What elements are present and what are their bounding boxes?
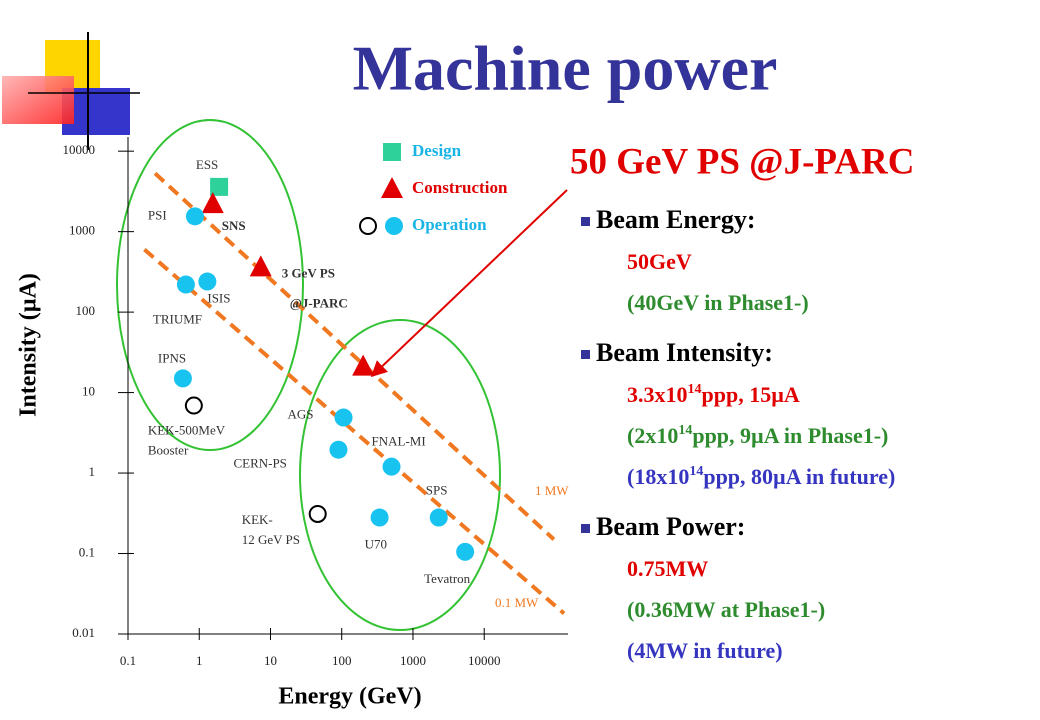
legend-marker [385, 217, 403, 235]
point [185, 207, 204, 226]
point-label: SNS [222, 218, 246, 233]
x-tick-label: 1000 [400, 653, 426, 668]
section-title: Beam Power: [596, 512, 745, 541]
text-part: 14 [678, 423, 692, 438]
point [352, 354, 375, 376]
panel-line: 3.3x1014ppp, 15µA [627, 382, 800, 407]
point [308, 504, 327, 523]
text-part: ppp, 9µA in Phase1-) [692, 423, 888, 448]
text-part: 14 [689, 464, 703, 479]
y-tick-label: 1 [89, 464, 96, 479]
point [429, 508, 448, 527]
point [210, 177, 229, 196]
point-label: SPS [426, 483, 448, 498]
group-ellipse [299, 319, 501, 631]
y-tick-label: 10 [82, 384, 95, 399]
point [201, 192, 224, 214]
point-label: 3 GeV PS [282, 265, 335, 280]
point [329, 440, 348, 459]
y-tick-label: 10000 [63, 142, 96, 157]
text-part: (18x10 [627, 464, 689, 489]
text-part: (0.36MW at Phase1-) [627, 597, 825, 622]
power-line [153, 171, 556, 541]
point-label: U70 [365, 537, 387, 552]
bullet [581, 524, 590, 533]
legend-marker [383, 143, 401, 161]
text-part: ppp, 80µA in future) [703, 464, 895, 489]
point-label: Booster [148, 443, 189, 458]
point-label: IPNS [158, 350, 186, 365]
panel-line: 50GeV [627, 249, 692, 274]
point-label: KEK-500MeV [148, 423, 226, 438]
section-title: Beam Intensity: [596, 338, 773, 367]
y-tick-label: 1000 [69, 223, 95, 238]
point-label: TRIUMF [153, 312, 202, 327]
x-tick-label: 10000 [468, 653, 501, 668]
x-tick-label: 100 [332, 653, 352, 668]
y-axis-label: Intensity (µA) [16, 273, 42, 417]
chart: Energy (GeV) Intensity (µA) 0.010.111010… [16, 119, 569, 710]
panel-line: (40GeV in Phase1-) [627, 290, 809, 315]
legend-marker [381, 177, 403, 198]
text-part: 0.75MW [627, 556, 708, 581]
panel-line: (18x1014ppp, 80µA in future) [627, 464, 895, 489]
legend-label: Construction [412, 178, 508, 197]
slide-title: Machine power [353, 33, 778, 104]
point [382, 457, 401, 476]
point-label: Tevatron [424, 571, 471, 586]
point-label: PSI [148, 207, 167, 222]
point-label: KEK- [242, 512, 273, 527]
text-part: (4MW in future) [627, 638, 783, 663]
legend-label: Design [412, 141, 462, 160]
text-panel: 50 GeV PS @J-PARC Beam Energy: 50GeV (40GeV… [570, 141, 914, 663]
y-tick-label: 0.1 [79, 545, 95, 560]
text-part: (40GeV in Phase1-) [627, 290, 809, 315]
power-line-label: 1 MW [535, 483, 569, 498]
power-line [143, 247, 566, 615]
point-label: ISIS [207, 291, 230, 306]
point-label: @J-PARC [290, 295, 348, 310]
text-part: 50GeV [627, 249, 692, 274]
panel-line: (0.36MW at Phase1-) [627, 597, 825, 622]
power-line-label: 0.1 MW [495, 595, 539, 610]
text-part: ppp, 15µA [702, 382, 800, 407]
text-part: 3.3x10 [627, 382, 688, 407]
point [198, 272, 217, 291]
x-tick-label: 10 [264, 653, 277, 668]
y-tick-label: 0.01 [72, 625, 95, 640]
decoration [2, 32, 140, 150]
point [334, 408, 353, 427]
x-tick-label: 1 [196, 653, 203, 668]
point [184, 396, 203, 415]
point-label: ESS [196, 157, 218, 172]
panel-heading: 50 GeV PS @J-PARC [570, 141, 914, 182]
panel-line: 0.75MW [627, 556, 708, 581]
bullet [581, 350, 590, 359]
legend-marker [359, 217, 377, 235]
point [249, 255, 272, 277]
x-axis-label: Energy (GeV) [278, 684, 421, 710]
text-part: 14 [688, 382, 702, 397]
y-tick-label: 100 [76, 303, 96, 318]
point-label: AGS [288, 406, 314, 421]
point-label: FNAL-MI [372, 434, 426, 449]
annotation-arrow [370, 189, 568, 378]
panel-line: (2x1014ppp, 9µA in Phase1-) [627, 423, 888, 448]
point-label: CERN-PS [233, 456, 286, 471]
point [176, 275, 195, 294]
point [370, 508, 389, 527]
section-title: Beam Energy: [596, 205, 756, 234]
x-tick-label: 0.1 [120, 653, 136, 668]
panel-line: (4MW in future) [627, 638, 783, 663]
bullet [581, 217, 590, 226]
point-label: 12 GeV PS [242, 532, 300, 547]
legend-label: Operation [412, 215, 487, 234]
group-ellipse [116, 119, 304, 451]
text-part: (2x10 [627, 423, 678, 448]
point [173, 369, 192, 388]
point [456, 542, 475, 561]
